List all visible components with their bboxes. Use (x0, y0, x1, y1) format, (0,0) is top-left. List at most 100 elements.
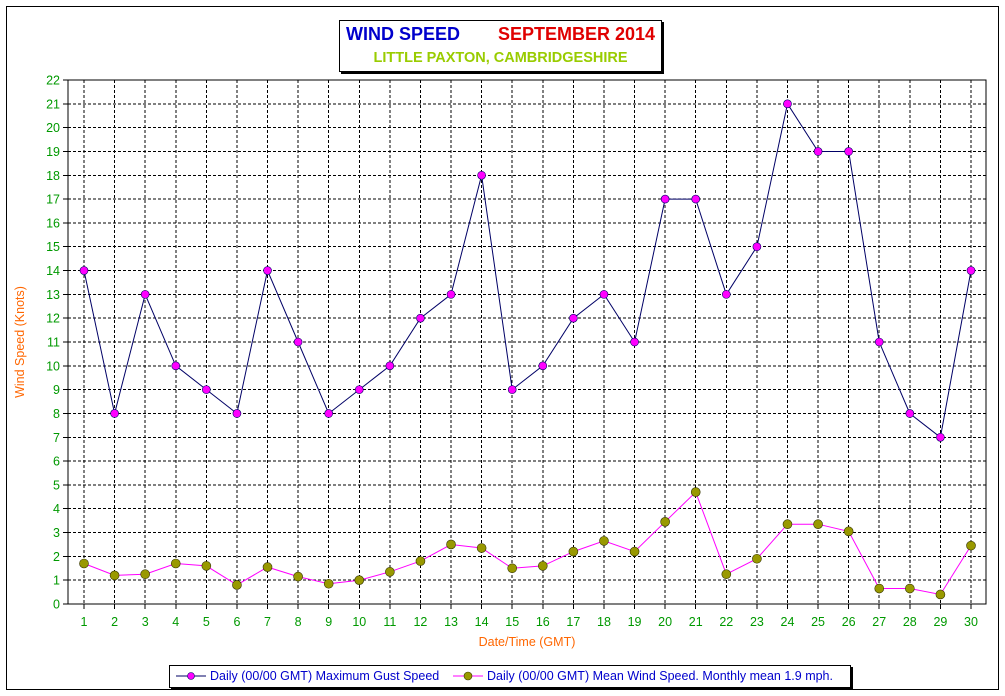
data-point-mean (690, 487, 701, 497)
chart-title-box: WIND SPEED SEPTEMBER 2014 LITTLE PAXTON,… (339, 20, 662, 72)
data-point-gust (599, 290, 609, 299)
data-point-gust (722, 290, 731, 299)
data-point-gust (538, 361, 548, 371)
data-point-mean (415, 556, 426, 566)
data-point-gust (691, 194, 701, 204)
data-point-mean (476, 543, 487, 553)
x-tick-label: 30 (964, 615, 978, 629)
data-point-mean (721, 569, 732, 580)
y-tick-label: 16 (46, 216, 60, 230)
chart-frame (6, 6, 999, 690)
y-tick-label: 3 (53, 526, 60, 540)
y-tick-label: 11 (47, 336, 60, 350)
data-point-gust (79, 266, 89, 275)
y-tick-label: 6 (53, 455, 60, 469)
x-tick-label: 10 (352, 615, 366, 629)
data-point-mean (385, 567, 395, 577)
legend-label-gust: Daily (00/00 GMT) Maximum Gust Speed (210, 669, 440, 683)
x-tick-label: 9 (325, 615, 332, 629)
x-tick-label: 3 (142, 615, 149, 629)
data-point-mean (201, 561, 212, 571)
legend-swatch-mean (453, 671, 483, 681)
data-point-mean (629, 546, 640, 557)
y-tick-label: 17 (46, 193, 60, 207)
data-point-mean (109, 570, 120, 581)
y-tick-label: 7 (53, 431, 60, 445)
chart-subtitle: LITTLE PAXTON, CAMBRIDGESHIRE (373, 50, 628, 66)
data-point-gust (813, 147, 823, 156)
y-tick-label: 9 (53, 383, 60, 397)
data-point-mean (843, 526, 854, 537)
x-tick-label: 8 (295, 615, 302, 629)
y-tick-label: 18 (46, 169, 60, 183)
x-tick-label: 6 (233, 615, 240, 629)
x-tick-label: 17 (566, 615, 580, 629)
x-tick-label: 22 (719, 615, 733, 629)
data-point-gust (140, 290, 150, 299)
data-point-gust (202, 385, 211, 394)
data-point-gust (263, 266, 272, 275)
data-point-gust (936, 432, 945, 442)
y-tick-label: 8 (53, 407, 60, 421)
x-axis-label: Date/Time (GMT) (479, 635, 576, 649)
data-point-gust (477, 170, 486, 180)
data-point-gust (354, 385, 364, 394)
data-point-gust (385, 361, 395, 371)
x-tick-label: 1 (81, 615, 88, 629)
data-point-mean (323, 578, 334, 589)
data-point-mean (446, 539, 456, 550)
data-point-gust (630, 337, 639, 347)
x-tick-label: 2 (111, 615, 118, 629)
data-point-gust (446, 290, 456, 299)
y-tick-label: 12 (46, 312, 60, 326)
x-tick-label: 29 (933, 615, 947, 629)
data-point-mean (568, 546, 579, 557)
x-tick-label: 28 (903, 615, 917, 629)
data-point-mean (507, 563, 518, 574)
legend-label-mean: Daily (00/00 GMT) Mean Wind Speed. Month… (487, 669, 833, 683)
x-tick-label: 13 (444, 615, 458, 629)
y-tick-label: 0 (53, 598, 60, 612)
data-point-gust (844, 147, 853, 156)
data-point-gust (752, 242, 762, 252)
x-tick-label: 24 (781, 615, 795, 629)
x-tick-label: 11 (383, 615, 396, 629)
x-tick-label: 12 (413, 615, 427, 629)
x-tick-label: 15 (505, 615, 519, 629)
chart-legend: Daily (00/00 GMT) Maximum Gust Speed Dai… (169, 665, 851, 688)
x-tick-label: 25 (811, 615, 825, 629)
data-point-gust (874, 337, 884, 347)
y-tick-label: 2 (53, 550, 60, 564)
data-point-mean (140, 569, 150, 580)
y-tick-label: 13 (46, 288, 60, 302)
data-point-mean (293, 571, 303, 582)
x-tick-label: 23 (750, 615, 764, 629)
data-point-mean (599, 536, 609, 546)
data-point-mean (79, 558, 89, 569)
data-point-mean (660, 517, 670, 527)
plot-area-border (67, 79, 987, 605)
x-tick-label: 4 (172, 615, 179, 629)
x-tick-label: 27 (872, 615, 886, 629)
data-point-gust (110, 409, 119, 418)
data-point-mean (262, 562, 273, 572)
data-point-gust (293, 337, 303, 347)
y-tick-label: 4 (53, 502, 60, 516)
x-tick-label: 14 (475, 615, 489, 629)
x-tick-label: 16 (536, 615, 550, 629)
x-tick-label: 18 (597, 615, 611, 629)
data-point-mean (874, 583, 885, 594)
data-point-mean (935, 589, 946, 600)
data-point-gust (507, 385, 517, 394)
x-tick-label: 7 (264, 615, 271, 629)
y-tick-label: 14 (46, 264, 60, 278)
data-point-mean (752, 553, 762, 564)
y-tick-label: 1 (53, 574, 60, 588)
y-tick-label: 5 (53, 478, 60, 492)
x-tick-label: 5 (203, 615, 210, 629)
data-point-mean (537, 561, 548, 571)
data-point-mean (354, 575, 365, 585)
data-point-mean (232, 580, 242, 590)
y-tick-label: 21 (46, 97, 60, 111)
